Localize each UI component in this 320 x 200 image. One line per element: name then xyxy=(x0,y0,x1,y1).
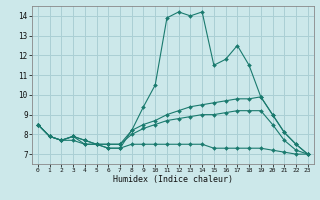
X-axis label: Humidex (Indice chaleur): Humidex (Indice chaleur) xyxy=(113,175,233,184)
